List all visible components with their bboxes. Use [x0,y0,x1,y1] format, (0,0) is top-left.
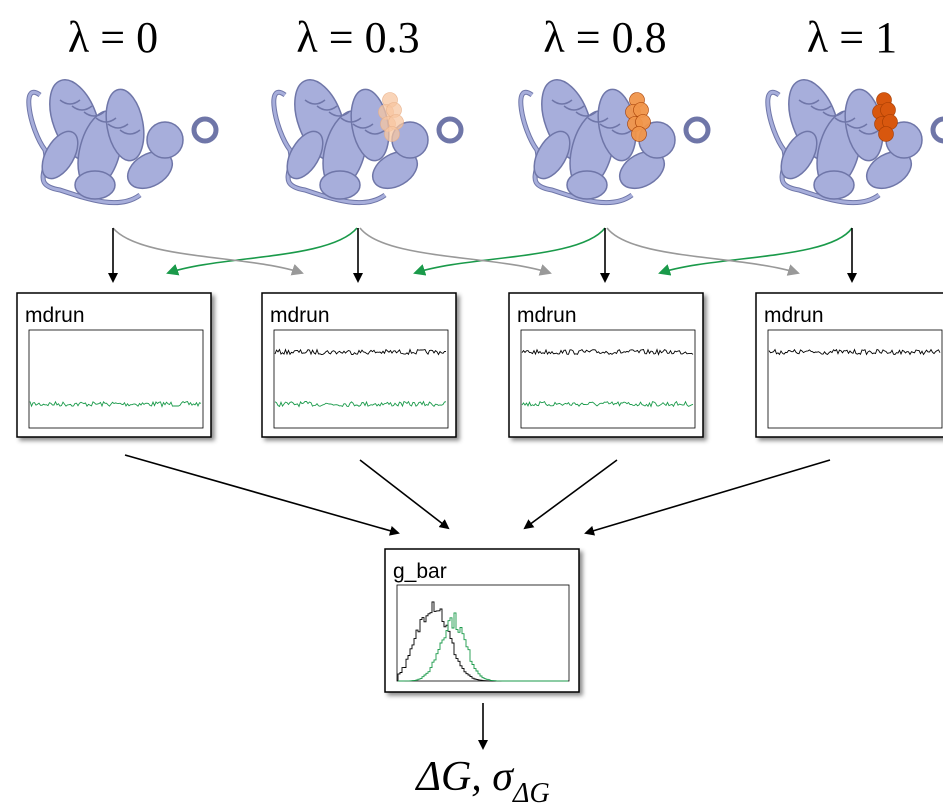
run-plot [520,329,696,429]
result-subscript: ΔG [512,778,550,809]
protein-stripe [71,105,93,111]
lambda-label: λ = 0.8 [543,13,666,62]
protein-stripe [858,129,880,135]
protein-helix [533,130,571,180]
run-plot [767,329,943,429]
protein-helix [813,170,855,200]
run-box [261,292,457,438]
arrow [359,459,450,530]
arrow [124,454,400,536]
trace [274,348,447,356]
protein-stripe [59,99,81,105]
protein-stripe [834,117,856,123]
protein-stripe [364,129,386,135]
run-label: mdrun [25,304,85,327]
protein-helix [105,88,145,162]
protein-stripe [83,111,105,117]
protein [518,79,711,206]
protein-helix [371,150,419,190]
protein-ring [930,116,943,144]
protein-stripe [340,117,362,123]
protein-helix [41,130,79,180]
protein-stripe [119,129,141,135]
protein-helix [566,170,608,200]
protein [271,79,464,206]
protein-stripe [563,105,585,111]
protein-stripe [304,99,326,105]
protein-ring [191,116,219,144]
green-arrow [413,227,606,276]
protein-stripe [846,123,868,129]
analysis-label: g_bar [393,560,447,583]
trace [29,400,202,408]
result-main: ΔG, σ [414,754,515,800]
protein-stripe [328,111,350,117]
analysis-box [384,548,580,693]
run-box [755,292,943,438]
run-label: mdrun [517,304,577,327]
protein-stripe [352,123,374,129]
protein-stripe [599,123,621,129]
trace [521,400,694,408]
protein-stripe [107,123,129,129]
protein-stripe [551,99,573,105]
protein-stripe [798,99,820,105]
lambda-label: λ = 1 [807,13,897,62]
protein-helix [286,130,324,180]
arrows [108,227,857,750]
ligand-sphere [631,126,647,142]
protein-ring [683,116,711,144]
green-arrow [166,227,358,276]
gray-arrow [112,227,304,276]
gray-arrow [359,227,552,276]
ligand-sphere [878,126,894,142]
protein [26,79,219,206]
protein-stripe [95,117,117,123]
result: ΔG, σΔG [414,754,549,809]
run-label: mdrun [764,304,824,327]
protein-helix [74,170,116,200]
protein-stripe [810,105,832,111]
run-label: mdrun [270,304,330,327]
trace [768,348,941,356]
arrow [584,459,831,536]
protein-stripe [822,111,844,117]
protein-helix [780,130,818,180]
protein-helix [618,150,666,190]
lambda-label: λ = 0 [68,13,158,62]
protein-helix [126,150,174,190]
protein-helix [865,150,913,190]
ligand-sphere [384,126,400,142]
protein-stripe [316,105,338,111]
trace [274,400,447,408]
protein [765,79,943,206]
green-arrow [658,227,853,276]
arrow [523,459,618,530]
protein-stripe [587,117,609,123]
run-plot [28,329,204,429]
run-box [508,292,704,438]
protein-helix [319,170,361,200]
run-plot [273,329,449,429]
protein-ring [436,116,464,144]
histogram [398,612,568,682]
protein-stripe [575,111,597,117]
trace [521,348,694,356]
protein-stripe [611,129,633,135]
lambda-label: λ = 0.3 [296,13,419,62]
protein-helix [146,121,184,159]
run-box [16,292,212,438]
gray-arrow [606,227,800,276]
